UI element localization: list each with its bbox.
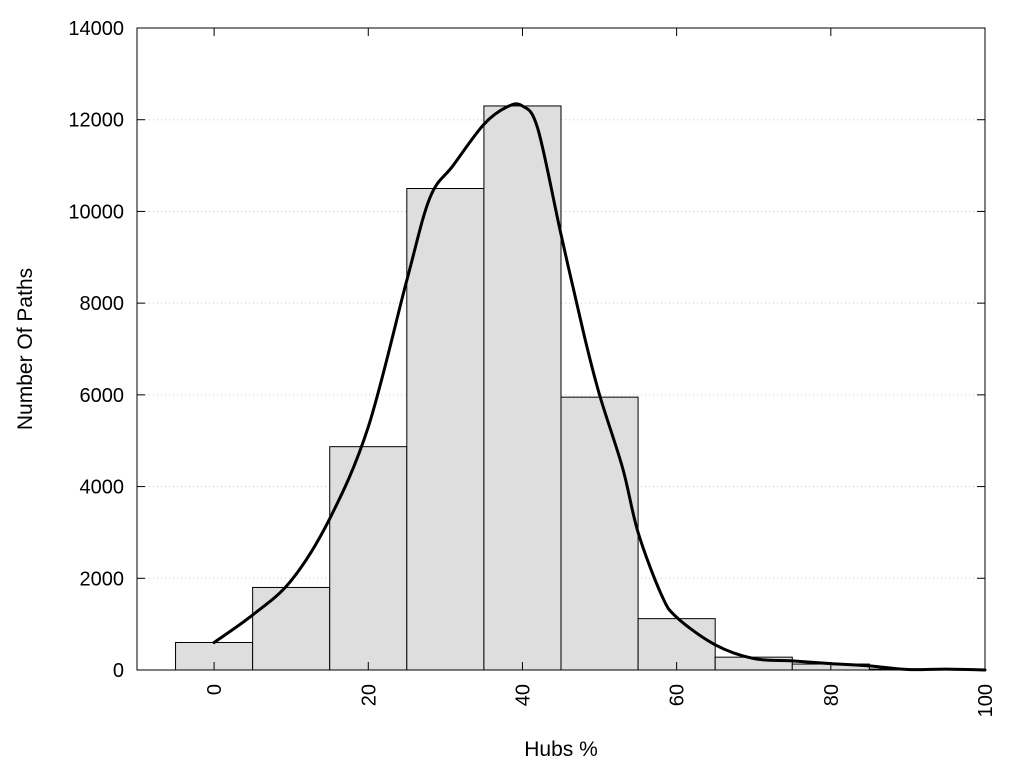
histogram-bar (329, 446, 408, 671)
histogram-bar (560, 396, 639, 671)
y-tick-label: 12000 (68, 110, 124, 132)
histogram-bar (483, 105, 562, 671)
y-tick-label: 0 (113, 660, 124, 682)
y-tick-label: 6000 (80, 385, 125, 407)
histogram-bar (252, 586, 331, 671)
histogram-bar (406, 188, 485, 671)
plot-frame (136, 27, 986, 671)
x-tick-label: 100 (975, 684, 997, 717)
density-curve (212, 102, 987, 672)
y-tick-label: 14000 (68, 18, 124, 40)
y-tick-label: 8000 (80, 293, 125, 315)
x-tick-label: 60 (667, 684, 689, 706)
x-axis-ticks: 0 20 40 60 80 100 (204, 28, 997, 717)
y-tick-label: 4000 (80, 477, 125, 499)
x-tick-label: 20 (358, 684, 380, 706)
y-tick-label: 2000 (80, 568, 125, 590)
y-axis-ticks: 0 2000 4000 6000 8000 10000 12000 14000 (68, 18, 985, 682)
x-axis-title: Hubs % (524, 738, 598, 761)
y-tick-label: 10000 (68, 201, 124, 223)
x-tick-label: 80 (821, 684, 843, 706)
y-axis-title: Number Of Paths (14, 268, 37, 430)
x-tick-label: 40 (512, 684, 534, 706)
histogram-bars (175, 105, 947, 671)
x-tick-label: 0 (204, 684, 226, 695)
